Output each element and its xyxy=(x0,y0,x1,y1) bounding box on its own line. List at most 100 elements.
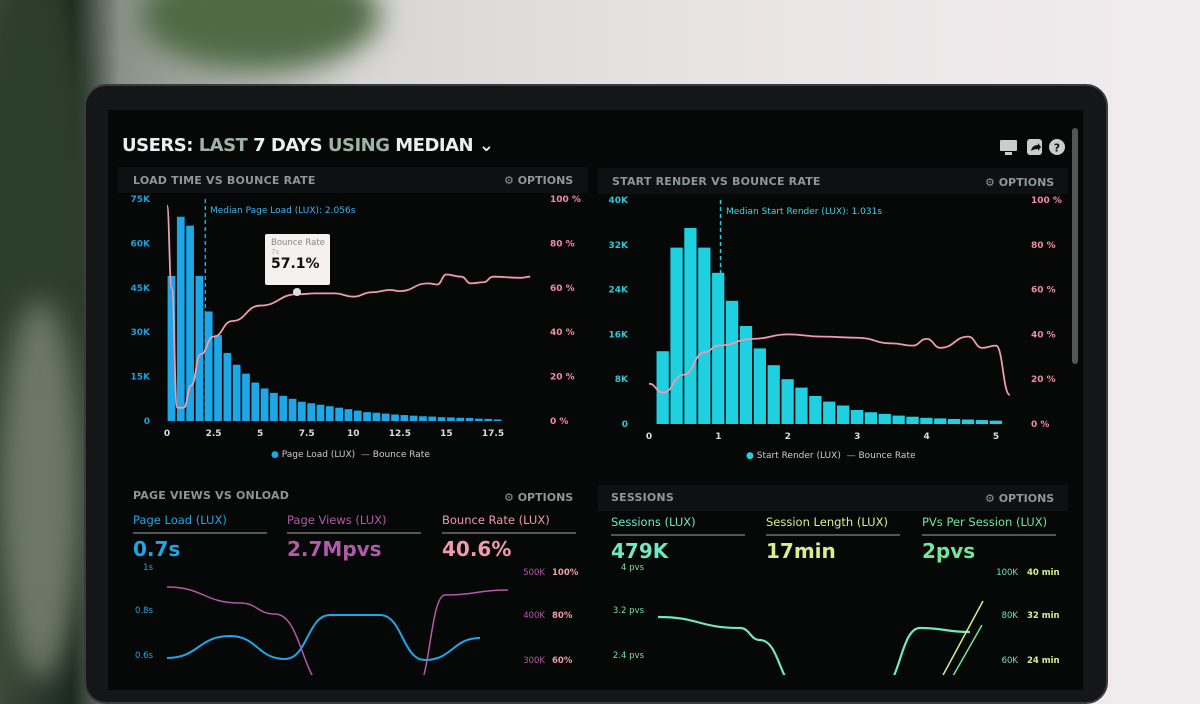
histogram-bar[interactable] xyxy=(372,412,381,421)
histogram-bar[interactable] xyxy=(836,405,850,424)
x-tick-label: 12.5 xyxy=(389,429,411,439)
chevron-down-icon[interactable]: ⌄ xyxy=(478,135,494,156)
histogram-bar[interactable] xyxy=(325,406,334,421)
y2-tick-label: 40 % xyxy=(550,328,575,338)
histogram-bar[interactable] xyxy=(409,415,418,421)
histogram-bar[interactable] xyxy=(428,416,437,421)
histogram-bar[interactable] xyxy=(465,418,474,421)
y3-tick-label: 24 min xyxy=(1027,656,1060,666)
y2-tick-label: 60K xyxy=(1002,656,1019,666)
sessions-line[interactable] xyxy=(657,615,971,675)
options-button[interactable]: ⚙ OPTIONS xyxy=(985,492,1054,505)
cursor-icon xyxy=(293,288,301,296)
histogram-bar[interactable] xyxy=(167,275,176,421)
bounce-rate-line[interactable] xyxy=(166,204,531,409)
histogram-bar[interactable] xyxy=(232,364,241,421)
histogram-bar[interactable] xyxy=(474,418,483,421)
histogram-bar[interactable] xyxy=(381,413,390,421)
histogram-bar[interactable] xyxy=(906,416,919,424)
histogram-bar[interactable] xyxy=(989,420,1002,424)
x-tick-label: 1 xyxy=(715,432,721,442)
options-button[interactable]: ⚙ OPTIONS xyxy=(504,491,573,504)
page-views-line[interactable] xyxy=(166,586,509,675)
y2-tick-label: 0 % xyxy=(550,417,568,427)
y-tick-label: 8K xyxy=(615,375,629,385)
y-tick-label: 0 xyxy=(144,417,150,427)
divider xyxy=(766,534,900,536)
histogram-bar[interactable] xyxy=(204,311,213,421)
histogram-bar[interactable] xyxy=(195,275,204,421)
histogram-bar[interactable] xyxy=(850,410,864,424)
options-label: OPTIONS xyxy=(517,174,574,187)
histogram-bar[interactable] xyxy=(316,404,325,421)
histogram-bar[interactable] xyxy=(795,387,808,424)
histogram-bar[interactable] xyxy=(948,418,961,424)
histogram-bar[interactable] xyxy=(447,417,455,421)
y-tick-label: 2.4 pvs xyxy=(613,651,645,661)
scrollbar[interactable] xyxy=(1072,128,1078,364)
histogram-bar[interactable] xyxy=(493,419,502,421)
histogram-bar[interactable] xyxy=(961,419,975,424)
histogram-bar[interactable] xyxy=(391,414,399,421)
histogram-bar[interactable] xyxy=(878,413,891,424)
histogram-bar[interactable] xyxy=(781,379,794,424)
histogram-bar[interactable] xyxy=(767,365,780,424)
histogram-bar[interactable] xyxy=(223,352,232,421)
title-aggregate[interactable]: MEDIAN xyxy=(395,135,474,156)
histogram-bar[interactable] xyxy=(934,418,947,424)
histogram-bar[interactable] xyxy=(437,417,446,421)
y2-tick-label: 0 % xyxy=(1031,420,1049,430)
histogram-bar[interactable] xyxy=(739,326,753,424)
pvs-line[interactable] xyxy=(945,624,983,675)
histogram-bar[interactable] xyxy=(288,398,297,421)
legend-item[interactable]: Page Load (LUX) xyxy=(281,450,356,460)
legend-item[interactable]: Bounce Rate xyxy=(372,450,430,460)
bounce-rate-line[interactable] xyxy=(648,333,1011,396)
histogram-bar[interactable] xyxy=(670,247,683,424)
histogram-bar[interactable] xyxy=(176,216,185,421)
histogram-bar[interactable] xyxy=(684,228,697,424)
histogram-bar[interactable] xyxy=(335,407,343,421)
histogram-bar[interactable] xyxy=(753,348,766,424)
histogram-bar[interactable] xyxy=(242,373,250,421)
histogram-bar[interactable] xyxy=(363,412,371,421)
histogram-bar[interactable] xyxy=(656,351,669,424)
histogram-bar[interactable] xyxy=(353,410,362,421)
histogram-bar[interactable] xyxy=(484,418,493,421)
legend-item[interactable]: Bounce Rate xyxy=(858,451,916,461)
page-load-line[interactable] xyxy=(166,613,481,662)
session-length-line[interactable] xyxy=(935,600,984,675)
options-button[interactable]: ⚙ OPTIONS xyxy=(985,176,1054,189)
histogram-bar[interactable] xyxy=(186,225,194,421)
histogram-bar[interactable] xyxy=(344,409,353,421)
histogram-bar[interactable] xyxy=(698,247,711,424)
y2-tick-label: 80 % xyxy=(1031,241,1056,251)
y3-tick-label: 100% xyxy=(552,568,579,578)
histogram-bar[interactable] xyxy=(251,382,260,421)
x-tick-label: 2.5 xyxy=(206,429,222,439)
histogram-bar[interactable] xyxy=(298,401,306,421)
legend-line-icon: — xyxy=(846,451,856,461)
histogram-bar[interactable] xyxy=(712,272,725,424)
histogram-bar[interactable] xyxy=(214,335,222,421)
histogram-bar[interactable] xyxy=(307,403,316,421)
histogram-bar[interactable] xyxy=(809,396,822,424)
histogram-bar[interactable] xyxy=(279,395,288,421)
options-button[interactable]: ⚙ OPTIONS xyxy=(504,174,573,187)
histogram-bar[interactable] xyxy=(975,420,989,424)
histogram-bar[interactable] xyxy=(456,417,465,421)
histogram-bar[interactable] xyxy=(270,392,278,421)
histogram-bar[interactable] xyxy=(920,417,933,424)
histogram-bar[interactable] xyxy=(823,401,836,424)
histogram-bar[interactable] xyxy=(864,412,878,424)
histogram-bar[interactable] xyxy=(260,388,269,421)
legend-item[interactable]: Start Render (LUX) xyxy=(756,451,841,461)
histogram-bar[interactable] xyxy=(892,415,905,424)
histogram-bar[interactable] xyxy=(419,416,427,421)
title-range[interactable]: 7 DAYS xyxy=(253,135,323,156)
y-tick-label: 40K xyxy=(609,196,630,206)
page-title[interactable]: USERS: LAST 7 DAYS USING MEDIAN ⌄ xyxy=(122,135,494,156)
histogram-bar[interactable] xyxy=(725,300,739,424)
histogram-bar[interactable] xyxy=(400,415,409,421)
